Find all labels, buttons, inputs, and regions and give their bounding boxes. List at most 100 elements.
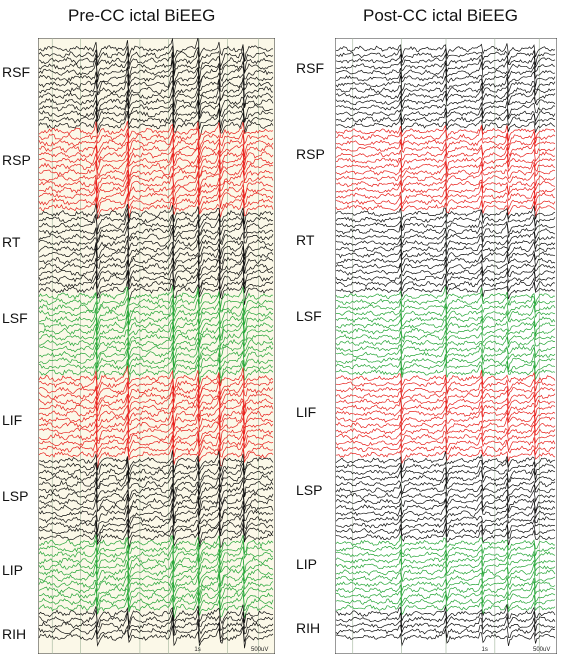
eeg-channel-trace — [38, 444, 274, 469]
eeg-channel-trace — [38, 287, 274, 313]
eeg-channel-trace — [336, 248, 556, 264]
eeg-channel-trace — [335, 345, 556, 361]
eeg-channel-trace — [335, 464, 556, 483]
eeg-channel-trace — [38, 609, 274, 632]
eeg-channel-trace — [335, 570, 556, 587]
eeg-channel-trace — [335, 83, 556, 98]
eeg-channel-trace — [38, 271, 274, 298]
channel-group-label-rih: RIH — [296, 620, 321, 636]
eeg-channel-trace — [38, 38, 274, 62]
eeg-channel-trace — [38, 162, 273, 183]
eeg-channel-trace — [38, 244, 274, 267]
eeg-channel-trace — [335, 577, 556, 592]
eeg-channel-trace — [335, 43, 556, 59]
eeg-channel-trace — [38, 421, 274, 444]
eeg-channel-trace — [335, 158, 556, 176]
eeg-channel-trace — [38, 208, 274, 231]
eeg-channel-trace — [335, 281, 555, 300]
time-scale-label: 1s — [482, 647, 488, 653]
eeg-channel-trace — [38, 194, 274, 214]
eeg-channel-trace — [335, 209, 556, 230]
eeg-channel-trace — [335, 423, 556, 437]
eeg-channel-trace — [38, 151, 274, 172]
post-cc-title: Post-CC ictal BiEEG — [363, 6, 518, 25]
eeg-channel-trace — [38, 391, 274, 416]
eeg-channel-trace — [38, 226, 274, 246]
channel-group-lip — [335, 535, 556, 616]
eeg-channel-trace — [38, 304, 274, 326]
time-scale-label: 1s — [194, 647, 200, 653]
eeg-channel-trace — [38, 67, 274, 89]
eeg-channel-trace — [38, 560, 274, 585]
eeg-channel-trace — [38, 527, 274, 549]
eeg-channel-trace — [39, 450, 274, 475]
eeg-channel-trace — [38, 488, 274, 516]
eeg-channel-trace — [38, 213, 274, 237]
channel-group-rih — [38, 604, 274, 649]
eeg-channel-trace — [335, 75, 556, 93]
eeg-channel-trace — [335, 264, 556, 279]
eeg-channel-trace — [38, 86, 274, 108]
eeg-channel-trace — [336, 47, 556, 66]
eeg-channel-trace — [335, 451, 556, 472]
pre-cc-eeg-panel: 1s 500uV — [38, 38, 275, 654]
eeg-channel-trace — [38, 127, 274, 150]
eeg-channel-trace — [38, 611, 274, 639]
eeg-channel-trace — [335, 117, 556, 134]
eeg-channel-trace — [336, 304, 556, 322]
channel-group-label-rsf: RSF — [296, 60, 324, 76]
pre-cc-title: Pre-CC ictal BiEEG — [68, 6, 216, 25]
eeg-channel-trace — [38, 580, 274, 603]
channel-group-label-lip: LIP — [2, 562, 24, 578]
eeg-channel-trace — [335, 436, 556, 452]
eeg-channel-trace — [335, 517, 556, 536]
eeg-channel-trace — [38, 296, 274, 317]
eeg-channel-trace — [38, 378, 274, 401]
amplitude-scale-label: 500uV — [533, 647, 550, 653]
eeg-channel-trace — [38, 112, 274, 140]
eeg-channel-trace — [335, 469, 556, 485]
eeg-channel-trace — [335, 141, 556, 157]
eeg-channel-trace — [335, 504, 556, 520]
channel-group-label-lif: LIF — [2, 412, 23, 428]
eeg-channel-trace — [335, 275, 556, 293]
eeg-channel-trace — [336, 152, 556, 171]
eeg-channel-trace — [335, 494, 556, 512]
eeg-channel-trace — [38, 437, 274, 459]
eeg-channel-trace — [38, 522, 274, 544]
eeg-channel-trace — [38, 135, 274, 162]
eeg-channel-trace — [335, 101, 556, 119]
eeg-channel-trace — [335, 370, 556, 387]
eeg-channel-trace — [335, 216, 556, 234]
eeg-channel-trace — [38, 472, 274, 497]
eeg-channel-trace — [38, 314, 274, 339]
eeg-channel-trace — [38, 365, 274, 392]
channel-group-rsf — [335, 43, 556, 134]
channel-group-lip — [38, 534, 274, 619]
eeg-channel-trace — [38, 555, 274, 578]
pre-cc-eeg-traces: 1s 500uV — [38, 38, 275, 654]
eeg-channel-trace — [335, 235, 556, 251]
eeg-channel-trace — [335, 181, 556, 198]
channel-group-label-lif: LIF — [296, 404, 317, 420]
eeg-channel-trace — [335, 429, 556, 444]
eeg-channel-trace — [335, 200, 556, 217]
eeg-channel-trace — [335, 388, 556, 405]
eeg-channel-trace — [336, 293, 556, 310]
eeg-channel-trace — [38, 403, 274, 427]
eeg-channel-trace — [38, 395, 274, 420]
eeg-channel-trace — [335, 381, 556, 400]
eeg-channel-trace — [335, 601, 556, 616]
eeg-channel-trace — [39, 507, 274, 532]
eeg-channel-trace — [38, 617, 274, 643]
eeg-channel-trace — [38, 193, 274, 220]
eeg-channel-trace — [38, 534, 274, 554]
eeg-channel-trace — [38, 545, 273, 566]
eeg-channel-trace — [335, 58, 556, 74]
eeg-channel-trace — [38, 467, 274, 489]
eeg-channel-trace — [38, 44, 274, 69]
eeg-channel-trace — [38, 457, 274, 478]
eeg-channel-trace — [38, 173, 274, 199]
eeg-channel-trace — [335, 579, 556, 600]
eeg-channel-trace — [335, 205, 556, 222]
